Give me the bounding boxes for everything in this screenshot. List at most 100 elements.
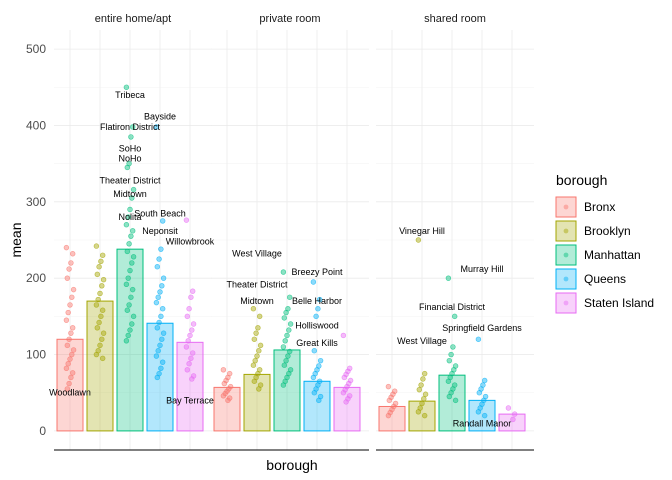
data-point	[128, 134, 134, 140]
data-point	[347, 365, 353, 371]
data-point	[190, 373, 197, 379]
data-point	[184, 367, 191, 373]
data-point	[123, 338, 130, 344]
x-axis-title: borough	[266, 457, 317, 473]
data-point	[280, 382, 287, 388]
data-point	[158, 365, 164, 371]
data-point	[419, 400, 425, 407]
data-point	[221, 380, 228, 387]
data-point	[316, 397, 322, 404]
data-point	[63, 365, 70, 371]
data-point	[282, 338, 288, 344]
data-point	[160, 359, 166, 365]
point-annotation: Randall Manor	[453, 418, 512, 428]
data-point	[250, 306, 257, 312]
data-point	[415, 409, 422, 415]
data-point	[63, 244, 70, 251]
data-point	[311, 348, 317, 354]
data-point	[156, 256, 162, 262]
data-point	[225, 374, 231, 381]
bar	[243, 373, 271, 432]
data-point	[69, 325, 76, 331]
data-point	[223, 377, 229, 384]
data-point	[153, 353, 160, 359]
data-point	[346, 380, 352, 387]
data-point	[345, 368, 351, 375]
data-point	[125, 275, 131, 281]
facet-panel: private room West Village Breezy PointThea…	[211, 13, 369, 451]
point-annotation: NoHo	[118, 153, 141, 163]
data-point	[256, 386, 262, 392]
bar	[213, 386, 241, 432]
data-point	[160, 306, 166, 312]
data-point	[347, 377, 354, 384]
data-point	[70, 286, 77, 293]
data-point	[475, 409, 482, 415]
point-annotation: Midtown	[113, 189, 147, 199]
legend-key	[555, 196, 577, 218]
data-point	[188, 355, 194, 362]
facet-strip-label: private room	[259, 13, 320, 25]
bar	[303, 380, 331, 432]
data-point	[345, 396, 351, 402]
data-point	[392, 388, 398, 394]
data-point	[253, 330, 259, 336]
legend-label: Manhattan	[584, 248, 641, 262]
data-point	[187, 332, 193, 339]
data-point	[94, 271, 101, 278]
data-point	[315, 306, 321, 312]
data-point	[96, 264, 102, 270]
data-point	[124, 164, 131, 171]
legend-key	[555, 268, 577, 290]
data-point	[100, 330, 107, 336]
data-point	[422, 370, 428, 377]
y-axis-ticks: 0 100 200 300 400 500	[26, 42, 46, 438]
data-point	[281, 315, 287, 321]
data-point	[311, 390, 317, 396]
data-point	[448, 351, 454, 358]
data-point	[130, 286, 136, 293]
data-point	[184, 313, 191, 320]
data-point	[186, 361, 192, 367]
data-point	[340, 332, 347, 339]
legend-key	[555, 292, 577, 314]
data-point	[280, 344, 287, 350]
bar	[56, 338, 84, 432]
data-point	[160, 218, 166, 224]
y-tick-label: 300	[26, 195, 46, 209]
data-point	[95, 296, 101, 303]
legend-label: Queens	[584, 272, 626, 286]
data-point	[188, 294, 194, 300]
point-annotation: Woodlawn	[49, 388, 91, 398]
point-annotation: Theater District	[226, 279, 288, 289]
data-point	[98, 258, 104, 265]
data-point	[129, 321, 135, 327]
data-point	[482, 377, 488, 384]
data-point	[281, 362, 287, 368]
bar	[116, 248, 144, 432]
data-point	[190, 288, 196, 294]
data-point	[98, 313, 104, 320]
data-point	[343, 371, 349, 378]
legend-key-point	[563, 276, 569, 282]
data-point	[510, 416, 516, 423]
data-point	[415, 237, 422, 243]
data-point	[287, 348, 293, 355]
data-point	[446, 393, 452, 400]
legend-key-point	[563, 204, 569, 210]
bar	[378, 405, 406, 432]
legend-title: borough	[556, 172, 607, 188]
data-point	[385, 412, 392, 419]
data-point	[94, 325, 101, 331]
data-point	[387, 409, 393, 416]
data-point	[284, 332, 290, 339]
data-point	[130, 313, 137, 320]
data-point	[124, 307, 131, 313]
legend-label: Bronx	[584, 200, 615, 214]
facet-strip-label: shared room	[424, 13, 486, 25]
data-point	[186, 306, 192, 312]
data-point	[158, 246, 164, 252]
point-annotation: Midtown	[240, 296, 274, 306]
point-annotation: Breezy Point	[291, 267, 343, 277]
